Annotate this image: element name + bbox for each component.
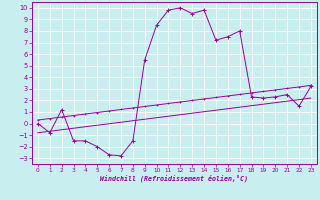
X-axis label: Windchill (Refroidissement éolien,°C): Windchill (Refroidissement éolien,°C)	[100, 175, 248, 182]
